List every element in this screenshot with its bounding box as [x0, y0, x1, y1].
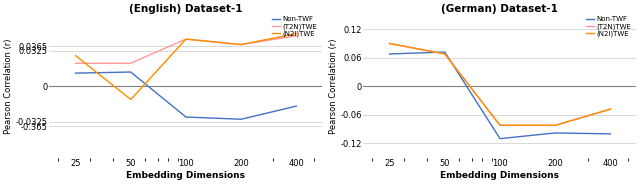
Line: (T2N)TWE: (T2N)TWE [76, 36, 296, 63]
Non-TWF [496, 137, 504, 140]
Non-TWF [182, 116, 190, 118]
(N2I)TWE [386, 42, 394, 45]
(N2I)TWE [127, 98, 134, 101]
(N2I)TWE [292, 33, 300, 35]
Legend: Non-TWF, (T2N)TWE, (N2I)TWE: Non-TWF, (T2N)TWE, (N2I)TWE [271, 16, 318, 38]
Non-TWF [292, 105, 300, 107]
Non-TWF [237, 118, 245, 120]
(T2N)TWE [237, 43, 245, 46]
(T2N)TWE [496, 124, 504, 126]
Title: (German) Dataset-1: (German) Dataset-1 [441, 4, 558, 14]
(T2N)TWE [127, 62, 134, 64]
Line: (N2I)TWE: (N2I)TWE [390, 43, 611, 125]
Non-TWF [127, 71, 134, 73]
(T2N)TWE [182, 38, 190, 40]
(N2I)TWE [496, 124, 504, 126]
Line: (T2N)TWE: (T2N)TWE [390, 43, 611, 125]
(T2N)TWE [72, 62, 79, 64]
(N2I)TWE [607, 108, 614, 110]
(T2N)TWE [607, 108, 614, 110]
Legend: Non-TWF, (T2N)TWE, (N2I)TWE: Non-TWF, (T2N)TWE, (N2I)TWE [585, 16, 632, 38]
Line: (N2I)TWE: (N2I)TWE [76, 34, 296, 100]
X-axis label: Embedding Dimensions: Embedding Dimensions [440, 171, 559, 180]
Line: Non-TWF: Non-TWF [76, 72, 296, 119]
Y-axis label: Pearson Correlation (r): Pearson Correlation (r) [329, 39, 338, 134]
(T2N)TWE [441, 53, 449, 55]
(N2I)TWE [182, 38, 190, 40]
Title: (English) Dataset-1: (English) Dataset-1 [129, 4, 243, 14]
Non-TWF [441, 51, 449, 53]
(T2N)TWE [386, 42, 394, 45]
(N2I)TWE [552, 124, 559, 126]
(T2N)TWE [292, 35, 300, 37]
Line: Non-TWF: Non-TWF [390, 52, 611, 139]
(N2I)TWE [72, 54, 79, 57]
Non-TWF [72, 72, 79, 74]
Non-TWF [607, 133, 614, 135]
(N2I)TWE [237, 43, 245, 46]
(T2N)TWE [552, 124, 559, 126]
Non-TWF [386, 53, 394, 55]
Non-TWF [552, 132, 559, 134]
Y-axis label: Pearson Correlation (r): Pearson Correlation (r) [4, 39, 13, 134]
X-axis label: Embedding Dimensions: Embedding Dimensions [126, 171, 245, 180]
(N2I)TWE [441, 53, 449, 55]
